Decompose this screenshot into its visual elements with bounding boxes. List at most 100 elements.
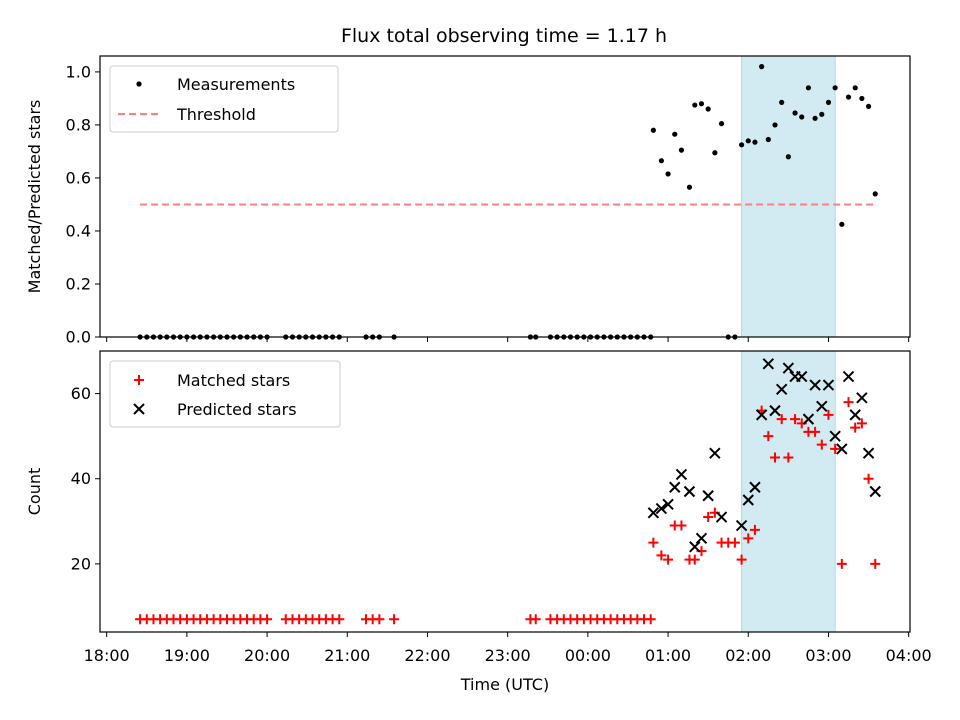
measurement-point-79 bbox=[839, 221, 845, 227]
matched-point-63 bbox=[729, 537, 740, 548]
matched-point-66 bbox=[749, 524, 760, 535]
xtick-label-3: 21:00 bbox=[324, 646, 370, 665]
predicted-point-1 bbox=[655, 502, 668, 515]
xtick-label-7: 01:00 bbox=[645, 646, 691, 665]
top-ytick-label-2: 0.4 bbox=[66, 221, 91, 240]
bottom-ytick-label-1: 40 bbox=[71, 469, 91, 488]
matched-point-77 bbox=[823, 409, 834, 420]
predicted-point-3 bbox=[669, 481, 681, 493]
measurement-point-83 bbox=[865, 103, 872, 109]
measurement-point-66 bbox=[752, 139, 758, 145]
matched-point-80 bbox=[843, 397, 854, 408]
legend-measurements-label: Measurements bbox=[177, 75, 295, 94]
measurement-point-58 bbox=[698, 101, 705, 107]
chart-title: Flux total observing time = 1.17 h bbox=[341, 25, 667, 47]
top-shaded-interval bbox=[741, 55, 836, 338]
predicted-point-6 bbox=[689, 541, 701, 553]
measurement-point-75 bbox=[812, 115, 818, 121]
predicted-point-13 bbox=[749, 481, 761, 493]
predicted-point-8 bbox=[702, 490, 714, 502]
predicted-point-21 bbox=[802, 413, 815, 425]
measurement-point-67 bbox=[759, 64, 765, 70]
predicted-point-29 bbox=[856, 392, 868, 404]
matched-point-75 bbox=[810, 426, 821, 437]
measurement-point-60 bbox=[712, 150, 718, 156]
legend-predicted-marker bbox=[133, 403, 145, 415]
measurement-point-81 bbox=[852, 85, 858, 91]
predicted-point-2 bbox=[662, 498, 674, 510]
top-ytick-label-5: 1.0 bbox=[66, 62, 91, 81]
xtick-label-5: 23:00 bbox=[485, 646, 531, 665]
xtick-label-6: 00:00 bbox=[565, 646, 611, 665]
measurement-point-57 bbox=[692, 102, 698, 108]
predicted-point-0 bbox=[647, 507, 660, 519]
measurement-point-74 bbox=[805, 85, 812, 91]
matched-point-51 bbox=[648, 537, 659, 548]
measurement-point-72 bbox=[792, 110, 798, 116]
matched-point-84 bbox=[870, 558, 881, 569]
top-ytick-label-1: 0.2 bbox=[66, 274, 91, 293]
predicted-point-20 bbox=[796, 370, 808, 383]
predicted-point-23 bbox=[816, 400, 828, 413]
measurement-point-69 bbox=[772, 122, 778, 128]
measurement-point-78 bbox=[832, 85, 838, 91]
matched-point-57 bbox=[689, 554, 700, 565]
bottom-y-axis-label: Count bbox=[25, 468, 44, 516]
bottom-ytick-label-2: 60 bbox=[71, 384, 91, 403]
predicted-point-11 bbox=[735, 519, 748, 532]
xtick-label-10: 04:00 bbox=[886, 646, 932, 665]
measurement-point-54 bbox=[672, 131, 678, 137]
predicted-point-30 bbox=[862, 447, 875, 459]
bottom-plot-frame bbox=[99, 350, 911, 633]
top-plot-frame bbox=[99, 55, 911, 338]
legend-matched-label: Matched stars bbox=[177, 371, 290, 390]
matched-point-82 bbox=[856, 418, 867, 429]
measurement-point-71 bbox=[785, 154, 791, 160]
predicted-point-24 bbox=[822, 379, 835, 391]
legend-measurements-marker bbox=[136, 81, 142, 87]
xtick-label-1: 19:00 bbox=[164, 646, 210, 665]
matched-point-32 bbox=[389, 614, 400, 625]
predicted-point-16 bbox=[769, 404, 781, 417]
bottom-legend-box bbox=[109, 360, 341, 428]
top-legend: Measurements Threshold bbox=[109, 65, 339, 133]
matched-point-65 bbox=[743, 533, 754, 544]
predicted-point-5 bbox=[683, 485, 696, 498]
measurement-point-84 bbox=[872, 191, 878, 197]
bottom-ytick-label-0: 20 bbox=[71, 554, 91, 573]
predicted-point-15 bbox=[762, 358, 775, 370]
matched-point-81 bbox=[850, 422, 861, 433]
predicted-point-25 bbox=[829, 430, 841, 442]
matched-point-76 bbox=[816, 439, 827, 450]
predicted-point-18 bbox=[782, 362, 795, 374]
top-ytick-label-4: 0.8 bbox=[66, 115, 91, 134]
measurement-point-65 bbox=[745, 138, 751, 144]
measurement-point-68 bbox=[765, 136, 771, 143]
measurement-point-61 bbox=[718, 120, 725, 127]
predicted-point-10 bbox=[715, 511, 728, 523]
x-axis-label: Time (UTC) bbox=[460, 675, 549, 694]
matched-point-68 bbox=[763, 431, 774, 442]
matched-point-64 bbox=[736, 554, 747, 565]
predicted-point-9 bbox=[709, 447, 721, 459]
legend-matched-marker bbox=[134, 375, 144, 385]
measurement-point-59 bbox=[705, 106, 711, 112]
measurement-point-82 bbox=[859, 95, 865, 102]
matched-point-83 bbox=[863, 473, 874, 484]
predicted-point-14 bbox=[755, 409, 768, 421]
xtick-label-4: 22:00 bbox=[404, 646, 450, 665]
matched-point-52 bbox=[656, 550, 667, 561]
top-ytick-label-0: 0.0 bbox=[66, 328, 91, 347]
matched-point-31 bbox=[374, 614, 385, 625]
measurement-point-76 bbox=[819, 111, 825, 117]
matched-point-34 bbox=[530, 614, 541, 625]
bottom-panel: 20 40 60 18:00 19:00 20:00 21:00 22:00 23:00 00:… bbox=[25, 350, 932, 694]
bottom-shaded-interval bbox=[741, 350, 836, 633]
measurement-point-73 bbox=[799, 114, 805, 120]
matched-point-71 bbox=[783, 452, 794, 463]
top-panel: 0.0 0.2 0.4 0.6 0.8 1.0 Matched/Predicted sta… bbox=[25, 55, 911, 347]
matched-point-55 bbox=[676, 520, 687, 531]
predicted-point-12 bbox=[742, 494, 754, 506]
matched-point-50 bbox=[645, 614, 656, 625]
top-legend-box bbox=[109, 65, 339, 133]
